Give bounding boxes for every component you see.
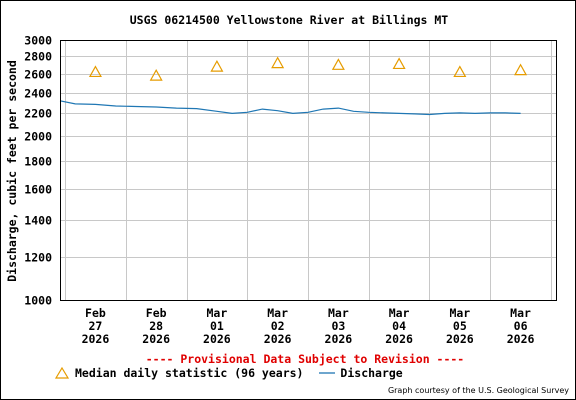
x-tick-label: Feb — [85, 306, 106, 320]
x-tick-label: Mar — [449, 306, 470, 320]
y-tick-label: 2200 — [24, 107, 52, 121]
y-tick-label: 2800 — [24, 50, 52, 64]
median-marker — [210, 59, 224, 72]
x-tick-labels: Feb272026Feb282026Mar012026Mar022026Mar0… — [82, 306, 535, 346]
x-tick-label: 2026 — [446, 332, 474, 346]
x-tick-label: Mar — [389, 306, 410, 320]
y-tick-label: 3000 — [24, 34, 52, 48]
y-tick-label: 1000 — [24, 294, 52, 308]
x-tick-label: Mar — [510, 306, 531, 320]
median-marker — [514, 63, 528, 76]
x-tick-label: 2026 — [142, 332, 170, 346]
x-tick-label: 2026 — [203, 332, 231, 346]
x-tick-label: 2026 — [385, 332, 413, 346]
x-tick-label: 2026 — [325, 332, 353, 346]
grid-lines — [60, 40, 556, 301]
usgs-credit: Graph courtesy of the U.S. Geological Su… — [387, 386, 569, 395]
median-marker — [453, 65, 467, 78]
y-tick-label: 2000 — [24, 130, 52, 144]
y-tick-label: 1400 — [24, 214, 52, 228]
x-tick-label: 27 — [88, 319, 102, 333]
legend-item-median: Median daily statistic (96 years) — [55, 366, 303, 380]
median-marker — [88, 65, 102, 78]
y-tick-label: 1200 — [24, 251, 52, 265]
x-tick-label: 06 — [514, 319, 528, 333]
series-layer — [59, 56, 528, 116]
y-tick-label: 1800 — [24, 155, 52, 169]
x-tick-label: 05 — [453, 319, 467, 333]
x-tick-label: 2026 — [507, 332, 535, 346]
median-marker — [392, 57, 406, 70]
x-tick-label: 01 — [210, 319, 224, 333]
x-tick-label: 2026 — [82, 332, 110, 346]
x-tick-label: Mar — [207, 306, 228, 320]
legend-item-discharge: Discharge — [318, 365, 403, 380]
x-tick-label: 03 — [331, 319, 345, 333]
x-tick-label: 04 — [392, 319, 406, 333]
x-tick-label: 2026 — [264, 332, 292, 346]
median-marker — [271, 56, 285, 69]
median-marker — [149, 68, 163, 81]
x-tick-label: Mar — [328, 306, 349, 320]
chart-title: USGS 06214500 Yellowstone River at Billi… — [129, 13, 449, 27]
y-tick-label: 2600 — [24, 68, 52, 82]
legend-label-discharge: Discharge — [340, 365, 403, 380]
line-icon — [319, 371, 336, 374]
y-tick-labels: 1000 1200 1400 1600 1800 2000 2200 2400 2600 2800… — [24, 34, 52, 308]
provisional-disclaimer: ---- Provisional Data Subject to Revisio… — [145, 352, 465, 366]
x-tick-label: Mar — [267, 306, 288, 320]
legend-label-median: Median daily statistic (96 years) — [75, 365, 304, 380]
x-tick-label: 02 — [271, 319, 285, 333]
y-tick-label: 2400 — [24, 87, 52, 101]
triangle-icon — [55, 366, 69, 379]
plot-border — [60, 40, 557, 301]
x-tick-label: Feb — [146, 306, 167, 320]
legend: Median daily statistic (96 years) Discha… — [55, 365, 403, 383]
discharge-line — [59, 100, 521, 116]
median-marker — [331, 58, 345, 70]
x-tick-label: 28 — [149, 319, 163, 333]
y-tick-label: 1600 — [24, 183, 52, 197]
